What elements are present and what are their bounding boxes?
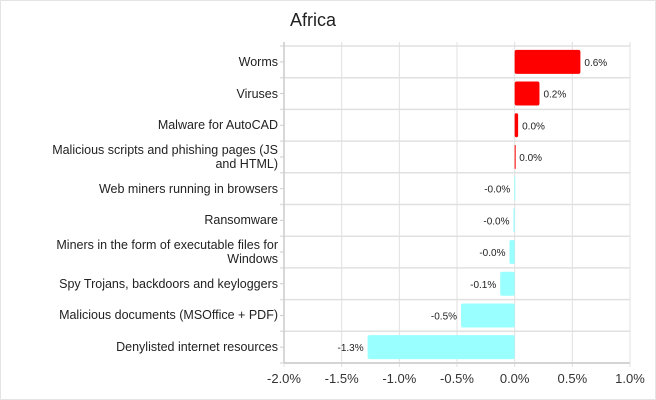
x-tick-label: 1.0% xyxy=(615,371,645,386)
x-tick-label: -2.0% xyxy=(267,371,301,386)
category-label: Ransomware xyxy=(204,213,278,228)
category-label: Denylisted internet resources xyxy=(116,340,278,355)
category-label: Malicious scripts and phishing pages (JS… xyxy=(52,142,278,171)
category-label: Miners in the form of executable files f… xyxy=(56,238,278,267)
category-label: Worms xyxy=(238,54,278,69)
x-tick-label: 0.0% xyxy=(500,371,530,386)
category-label: Viruses xyxy=(236,86,278,101)
data-label: -0.0% xyxy=(479,248,505,259)
data-label: -1.3% xyxy=(337,343,363,354)
data-label: -0.0% xyxy=(483,216,509,227)
x-tick-label: -0.5% xyxy=(440,371,474,386)
bar xyxy=(514,49,581,74)
chart-title: Africa xyxy=(290,10,337,30)
category-label: Spy Trojans, backdoors and keyloggers xyxy=(59,276,278,291)
data-label: 0.0% xyxy=(519,153,542,164)
data-label: 0.2% xyxy=(543,90,566,101)
bar xyxy=(514,144,516,169)
x-tick-label: -1.5% xyxy=(325,371,359,386)
data-label: -0.1% xyxy=(470,280,496,291)
data-label: 0.6% xyxy=(584,58,607,69)
category-label: Malware for AutoCAD xyxy=(157,118,278,133)
bar xyxy=(509,240,515,265)
category-label: Malicious documents (MSOffice + PDF) xyxy=(59,308,278,323)
bar xyxy=(514,176,516,201)
bar xyxy=(367,335,515,360)
x-tick-label: 0.5% xyxy=(558,371,588,386)
data-label: -0.5% xyxy=(431,311,457,322)
category-label: Web miners running in browsers xyxy=(98,181,278,196)
data-label: -0.0% xyxy=(484,185,510,196)
bar xyxy=(513,208,515,233)
bar xyxy=(461,303,515,328)
bar xyxy=(500,271,515,296)
bar xyxy=(514,81,540,106)
bar xyxy=(514,113,519,138)
data-label: 0.0% xyxy=(522,121,545,132)
x-tick-label: -1.0% xyxy=(382,371,416,386)
